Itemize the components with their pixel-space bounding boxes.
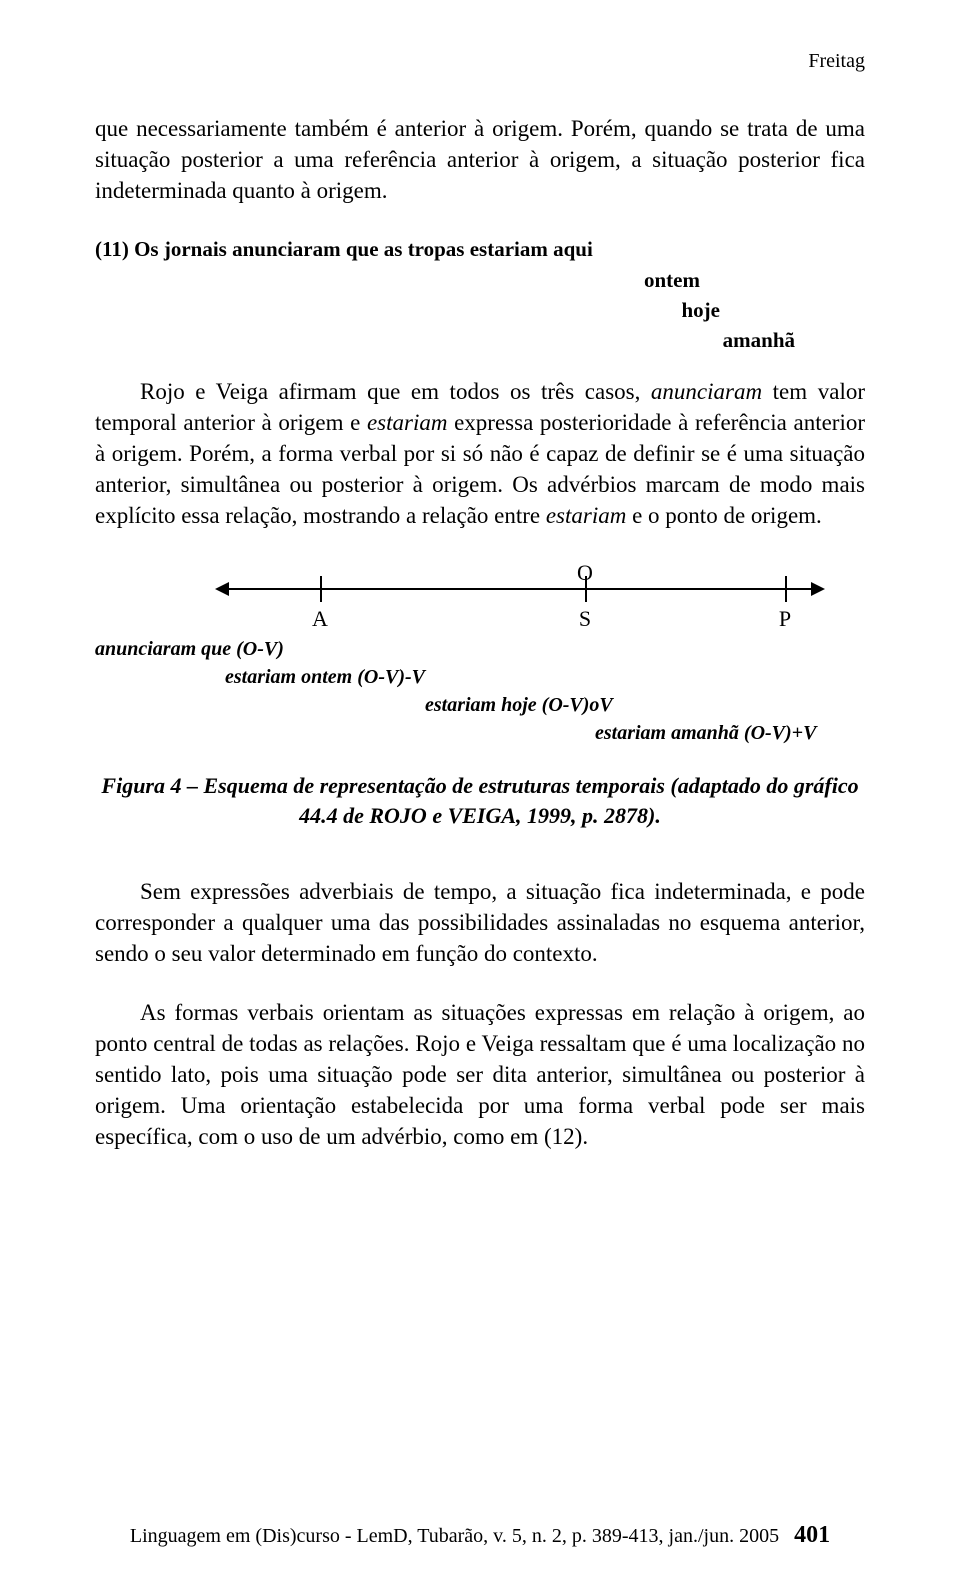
example-sentence: (11) Os jornais anunciaram que as tropas…: [95, 234, 865, 264]
example-adverb-ontem: ontem: [95, 265, 865, 295]
figure-caption: Figura 4 – Esquema de representação de e…: [95, 771, 865, 830]
axis-line: [225, 588, 815, 590]
p2-italic-estariam: estariam: [367, 410, 448, 435]
diagram-row-2: estariam ontem (O-V)-V: [225, 666, 425, 689]
paragraph-4: As formas verbais orientam as situações …: [95, 997, 865, 1152]
p2-italic-estariam-2: estariam: [546, 503, 627, 528]
timeline-diagram: O A S P anunciaram que (O-V) estariam on…: [95, 566, 865, 746]
example-adverb-amanha: amanhã: [95, 325, 865, 355]
tick-p: [785, 576, 787, 602]
paragraph-1: que necessariamente também é anterior à …: [95, 113, 865, 206]
running-head: Freitag: [95, 50, 865, 73]
diagram-row-1: anunciaram que (O-V): [95, 638, 284, 661]
page-number: 401: [794, 1522, 830, 1548]
p2-italic-anunciaram: anunciaram: [651, 379, 762, 404]
p2-text: Rojo e Veiga afirmam que em todos os trê…: [140, 379, 651, 404]
journal-citation: Linguagem em (Dis)curso - LemD, Tubarão,…: [130, 1525, 779, 1547]
label-a: A: [312, 606, 328, 632]
paragraph-3: Sem expressões adverbiais de tempo, a si…: [95, 876, 865, 969]
label-s: S: [579, 606, 591, 632]
page-footer: Linguagem em (Dis)curso - LemD, Tubarão,…: [95, 1522, 865, 1549]
diagram-row-3: estariam hoje (O-V)oV: [425, 694, 613, 717]
label-p: P: [779, 606, 791, 632]
diagram-row-4: estariam amanhã (O-V)+V: [595, 722, 816, 745]
example-11: (11) Os jornais anunciaram que as tropas…: [95, 234, 865, 356]
label-o: O: [577, 560, 593, 586]
p2-text: e o ponto de origem.: [626, 503, 821, 528]
tick-a: [320, 576, 322, 602]
paragraph-2: Rojo e Veiga afirmam que em todos os trê…: [95, 376, 865, 531]
arrow-right-icon: [811, 582, 825, 596]
example-adverb-hoje: hoje: [95, 295, 865, 325]
